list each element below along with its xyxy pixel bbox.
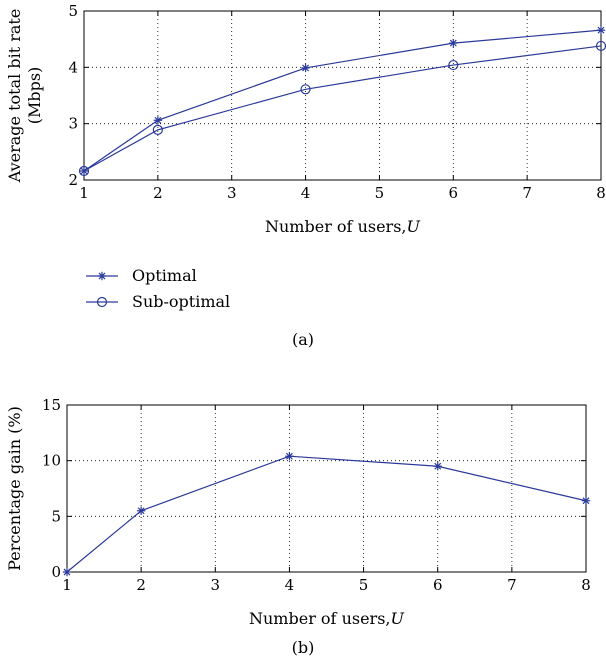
series-line-gain: [66, 455, 587, 573]
x-axis-label-variable: U: [407, 217, 421, 236]
x-tick-label: 2: [153, 184, 163, 202]
series-line-sub-optimal: [83, 45, 602, 172]
x-tick-label: 6: [449, 184, 459, 202]
plot-area: [66, 404, 587, 573]
x-tick-label: 3: [211, 576, 221, 594]
y-tick-label: 10: [42, 452, 61, 470]
y-axis-label: (Mbps): [25, 67, 44, 125]
y-tick-label: 2: [68, 171, 78, 189]
data-point: [448, 59, 459, 71]
data-point: [581, 496, 591, 505]
x-axis-label: Number of users,U: [265, 217, 421, 236]
panel-label: (b): [292, 638, 315, 657]
y-tick-label: 3: [68, 115, 78, 133]
series-line-optimal: [83, 29, 602, 172]
x-tick-label: 5: [375, 184, 385, 202]
legend-marker-asterisk: [97, 271, 107, 281]
x-tick-label: 3: [227, 184, 237, 202]
y-axis-label: Percentage gain (%): [5, 406, 24, 571]
y-tick-label: 5: [51, 507, 61, 525]
y-tick-label: 4: [68, 58, 78, 76]
x-tick-label: 8: [581, 576, 591, 594]
data-point: [596, 25, 606, 35]
legend-label: Sub-optimal: [132, 292, 230, 311]
x-tick-label: 2: [136, 576, 146, 594]
y-tick-label: 0: [51, 563, 61, 581]
panel-label: (a): [292, 330, 314, 349]
legend-marker-circle: [96, 296, 108, 308]
data-point: [153, 116, 163, 125]
x-tick-label: 8: [596, 184, 606, 202]
x-tick-label: 7: [507, 576, 517, 594]
data-point: [136, 506, 146, 515]
x-tick-label: 6: [433, 576, 443, 594]
x-axis-label-text: Number of users,: [249, 609, 391, 628]
data-point: [449, 38, 458, 48]
x-axis-label-text: Number of users,: [265, 217, 407, 236]
x-tick-label: 1: [62, 576, 72, 594]
x-tick-label: 4: [285, 576, 295, 594]
data-point: [285, 452, 294, 461]
x-tick-label: 1: [79, 184, 89, 202]
data-point: [301, 63, 310, 73]
x-axis-label-variable: U: [391, 609, 405, 628]
chart-panel-b: 1 2 3 4 5 6 7 8 0 5 10 15 Number of users,U Percentag…: [5, 396, 591, 657]
data-point: [152, 124, 163, 135]
data-point: [300, 84, 311, 95]
data-point: [433, 462, 442, 471]
x-tick-label: 7: [522, 184, 532, 202]
y-tick-label: 15: [42, 396, 61, 414]
x-tick-label: 5: [359, 576, 369, 594]
data-point: [78, 165, 90, 177]
x-axis-label: Number of users,U: [249, 609, 405, 628]
y-axis-label: Average total bit rate: [5, 9, 24, 184]
legend-label: Optimal: [132, 266, 197, 285]
y-tick-label: 5: [68, 2, 78, 20]
legend: Optimal Sub-optimal: [86, 266, 230, 311]
data-point: [62, 567, 72, 577]
x-tick-label: 4: [301, 184, 311, 202]
plot-area: [83, 10, 602, 181]
